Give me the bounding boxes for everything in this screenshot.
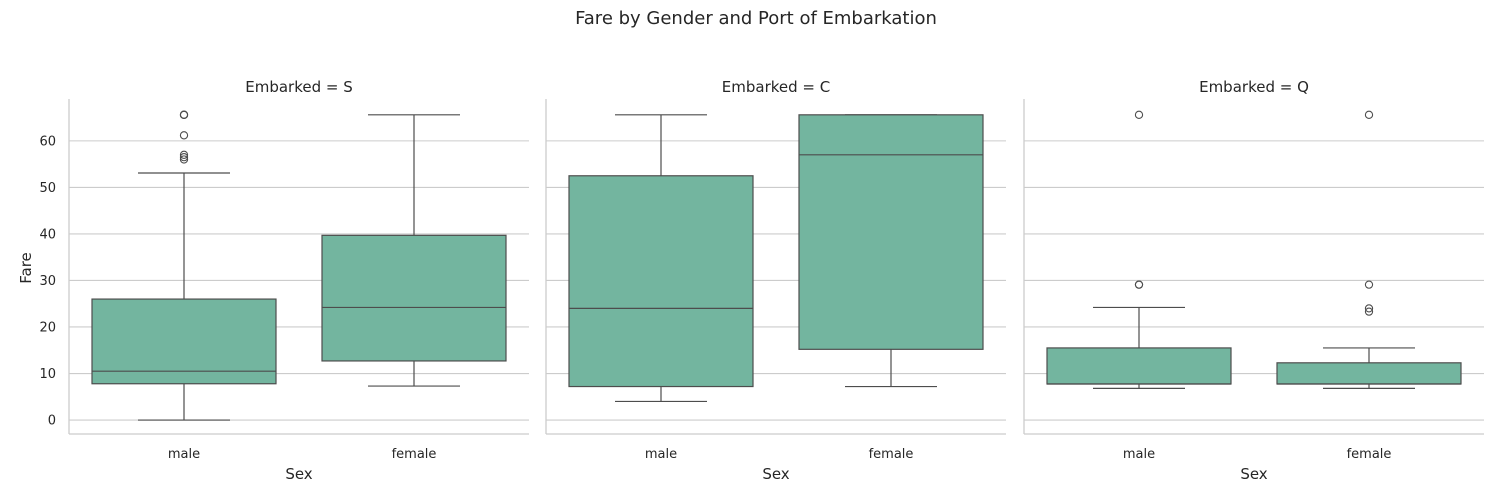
box-female [798, 114, 984, 388]
x-tick-label: female [1347, 447, 1392, 462]
x-tick-label: male [1123, 447, 1155, 462]
box-body [321, 234, 507, 362]
facet-panel-1: 0 10 20 30 40 50 60 Embarked = S male female Sex [39, 78, 529, 483]
y-tick-label: 40 [39, 227, 56, 242]
outlier-point [1134, 110, 1144, 119]
outlier-point [1134, 280, 1144, 289]
outlier-point [179, 153, 189, 162]
box-male [91, 110, 277, 421]
box-body [1046, 347, 1232, 385]
box-body [1276, 362, 1462, 385]
box-female [321, 114, 507, 387]
y-tick-label: 60 [39, 134, 56, 149]
x-axis-label: Sex [1240, 465, 1267, 483]
box-body [798, 114, 984, 350]
box-male [1046, 110, 1232, 390]
x-tick-label: female [392, 447, 437, 462]
outlier-point [1364, 307, 1374, 316]
facet-panel-2: Embarked = C male female Sex [545, 78, 1006, 483]
box-male [568, 114, 754, 403]
y-tick-label: 30 [39, 274, 56, 289]
facet-title: Embarked = S [245, 78, 353, 96]
y-tick-label: 20 [39, 320, 56, 335]
outlier-point [179, 150, 189, 159]
outlier-point [179, 131, 189, 140]
x-tick-label: male [168, 447, 200, 462]
box-body [568, 175, 754, 388]
facet-title: Embarked = C [722, 78, 830, 96]
x-axis-label: Sex [762, 465, 789, 483]
facet-panel-3: Embarked = Q male female Sex [1023, 78, 1484, 483]
x-tick-label: female [869, 447, 914, 462]
y-axis-label: Fare [17, 252, 35, 284]
chart-title: Fare by Gender and Port of Embarkation [575, 8, 937, 29]
outlier-point [179, 110, 189, 119]
box-female [1276, 110, 1462, 390]
box-body [91, 298, 277, 385]
y-tick-label: 50 [39, 181, 56, 196]
x-tick-label: male [645, 447, 677, 462]
outlier-point [179, 155, 189, 164]
y-tick-label: 10 [39, 367, 56, 382]
y-tick-label: 0 [48, 414, 56, 429]
facet-title: Embarked = Q [1199, 78, 1309, 96]
outlier-point [1364, 280, 1374, 289]
x-axis-label: Sex [285, 465, 312, 483]
outlier-point [1364, 304, 1374, 313]
outlier-point [1364, 110, 1374, 119]
